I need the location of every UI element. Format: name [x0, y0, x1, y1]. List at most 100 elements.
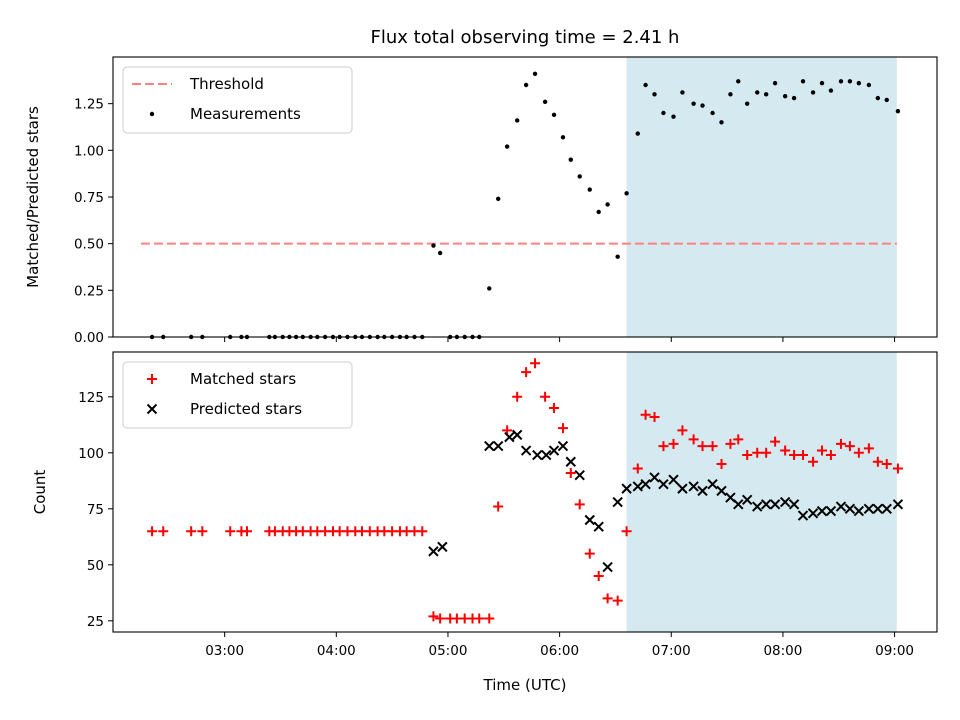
- data-point: [437, 541, 448, 553]
- data-point: [725, 438, 736, 449]
- data-point: [147, 526, 158, 537]
- data-point: [621, 483, 632, 494]
- data-point: [866, 82, 872, 88]
- data-point: [158, 526, 169, 537]
- y-tick-label: 1.00: [74, 143, 104, 159]
- legend-label: Matched stars: [190, 370, 296, 388]
- data-point: [521, 367, 532, 378]
- legend-label: Measurements: [190, 105, 301, 123]
- data-point: [557, 423, 568, 434]
- data-point: [635, 131, 640, 136]
- data-point: [540, 391, 551, 402]
- data-point: [596, 209, 601, 215]
- data-point: [828, 88, 834, 93]
- data-point: [593, 521, 604, 532]
- data-point: [577, 174, 582, 179]
- data-point: [487, 286, 492, 291]
- data-point: [225, 526, 236, 537]
- y-axis-label-ratio: Matched/Predicted stars: [24, 106, 42, 288]
- y-tick-label: 50: [87, 558, 104, 574]
- data-point: [602, 561, 613, 573]
- data-point: [504, 144, 510, 149]
- legend-box: [122, 66, 353, 134]
- data-point: [680, 90, 685, 95]
- data-point: [825, 505, 837, 517]
- data-point: [742, 450, 753, 461]
- y-tick-label: 125: [78, 390, 104, 406]
- axes-frame: [112, 351, 938, 633]
- data-point: [624, 191, 629, 196]
- observing-window-region: [626, 57, 897, 337]
- x-tick-label: 08:00: [763, 643, 802, 659]
- data-point: [428, 611, 439, 622]
- data-point: [621, 526, 632, 537]
- y-tick-label: 0.00: [74, 330, 104, 346]
- data-point: [844, 503, 856, 515]
- data-point: [612, 496, 623, 508]
- data-point: [668, 438, 679, 449]
- data-point: [643, 82, 648, 88]
- data-point: [417, 526, 428, 537]
- data-point: [661, 110, 666, 116]
- data-point: [565, 456, 576, 467]
- data-point: [716, 485, 727, 497]
- data-point: [677, 425, 688, 436]
- data-point: [632, 463, 643, 474]
- data-point: [856, 80, 862, 86]
- data-point: [584, 514, 595, 526]
- data-point: [602, 593, 613, 604]
- data-point: [146, 403, 158, 415]
- data-point: [816, 505, 828, 517]
- data-point: [530, 358, 541, 369]
- data-point: [755, 90, 760, 95]
- x-axis-label: Time (UTC): [483, 676, 567, 694]
- data-point: [532, 71, 538, 77]
- data-point: [484, 613, 495, 624]
- data-point: [728, 92, 733, 97]
- data-point: [875, 95, 881, 101]
- data-point: [560, 135, 566, 140]
- data-point: [697, 441, 708, 452]
- data-point: [819, 80, 825, 86]
- data-point: [612, 595, 623, 606]
- data-point: [186, 526, 197, 537]
- data-point: [752, 447, 763, 458]
- data-point: [512, 391, 523, 402]
- data-point: [847, 79, 853, 84]
- x-tick-label: 03:00: [205, 643, 244, 659]
- data-point: [892, 499, 904, 510]
- data-point: [668, 474, 679, 485]
- x-tick-label: 04:00: [317, 643, 356, 659]
- data-point: [435, 613, 446, 624]
- data-point: [557, 440, 569, 452]
- data-point: [797, 510, 809, 521]
- data-point: [844, 441, 855, 452]
- data-point: [437, 250, 443, 256]
- data-point: [707, 441, 718, 452]
- data-point: [149, 111, 155, 117]
- legend-box: [122, 361, 353, 429]
- data-point: [241, 526, 252, 537]
- data-point: [496, 196, 501, 202]
- data-point: [474, 613, 485, 624]
- data-point: [197, 526, 208, 537]
- data-point: [741, 494, 753, 506]
- data-point: [719, 120, 724, 125]
- data-point: [520, 445, 532, 456]
- data-point: [431, 243, 436, 248]
- axes-frame: [112, 56, 938, 338]
- data-point: [798, 450, 809, 461]
- data-point: [881, 459, 892, 469]
- data-point: [688, 434, 699, 445]
- data-point: [549, 403, 560, 413]
- y-tick-label: 1.25: [74, 97, 104, 113]
- data-point: [605, 202, 610, 207]
- x-tick-label: 07:00: [652, 643, 691, 659]
- star-count-panel: 25 50 75 100 125 03:00 04:00 05:00 06:00 07:00 08:…: [78, 351, 938, 659]
- data-point: [816, 445, 827, 456]
- data-point: [593, 571, 604, 581]
- legend: Threshold Measurements: [122, 66, 353, 134]
- data-point: [733, 434, 744, 445]
- data-point: [587, 187, 592, 192]
